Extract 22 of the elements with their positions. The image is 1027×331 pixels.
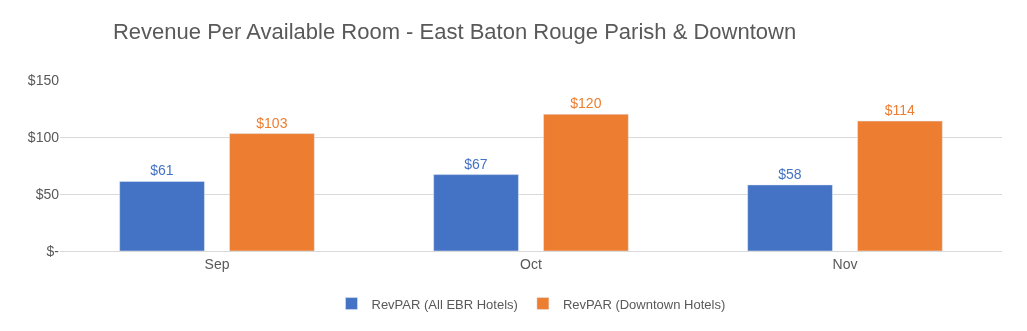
- data-label: $120: [570, 95, 602, 112]
- bar: [543, 113, 629, 251]
- x-tick-label: Oct: [520, 255, 542, 272]
- y-tick-label: $-: [46, 242, 60, 259]
- legend-label: RevPAR (Downtown Hotels): [562, 296, 726, 312]
- y-tick-label: $50: [35, 185, 60, 202]
- bar: [119, 181, 205, 251]
- data-label: $103: [256, 114, 288, 131]
- data-label: $114: [884, 102, 916, 119]
- y-tick-label: $100: [27, 128, 60, 145]
- x-tick-label: Sep: [204, 255, 230, 272]
- chart-title: Revenue Per Available Room - East Baton Rouge Parish & Downtown: [112, 18, 797, 44]
- y-tick-label: $150: [27, 71, 60, 88]
- x-tick-label: Nov: [832, 255, 858, 272]
- bar: [433, 174, 519, 251]
- legend-label: RevPAR (All EBR Hotels): [371, 296, 518, 312]
- data-label: $61: [150, 162, 174, 179]
- bar: [857, 120, 943, 251]
- data-label: $58: [778, 165, 802, 182]
- bar: [229, 133, 315, 251]
- bar: [747, 184, 833, 251]
- data-label: $67: [464, 155, 488, 172]
